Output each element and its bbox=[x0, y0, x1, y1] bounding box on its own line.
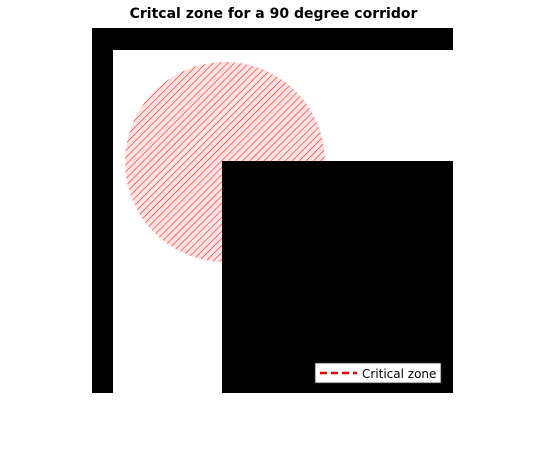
legend: Critical zone bbox=[314, 362, 442, 384]
legend-box bbox=[314, 362, 442, 384]
top-wall bbox=[92, 28, 453, 50]
left-wall bbox=[92, 28, 113, 393]
inner-corner-block bbox=[222, 161, 453, 393]
figure-title: Critcal zone for a 90 degree corridor bbox=[129, 6, 418, 22]
legend-label-critical-zone: Critical zone bbox=[362, 367, 436, 381]
